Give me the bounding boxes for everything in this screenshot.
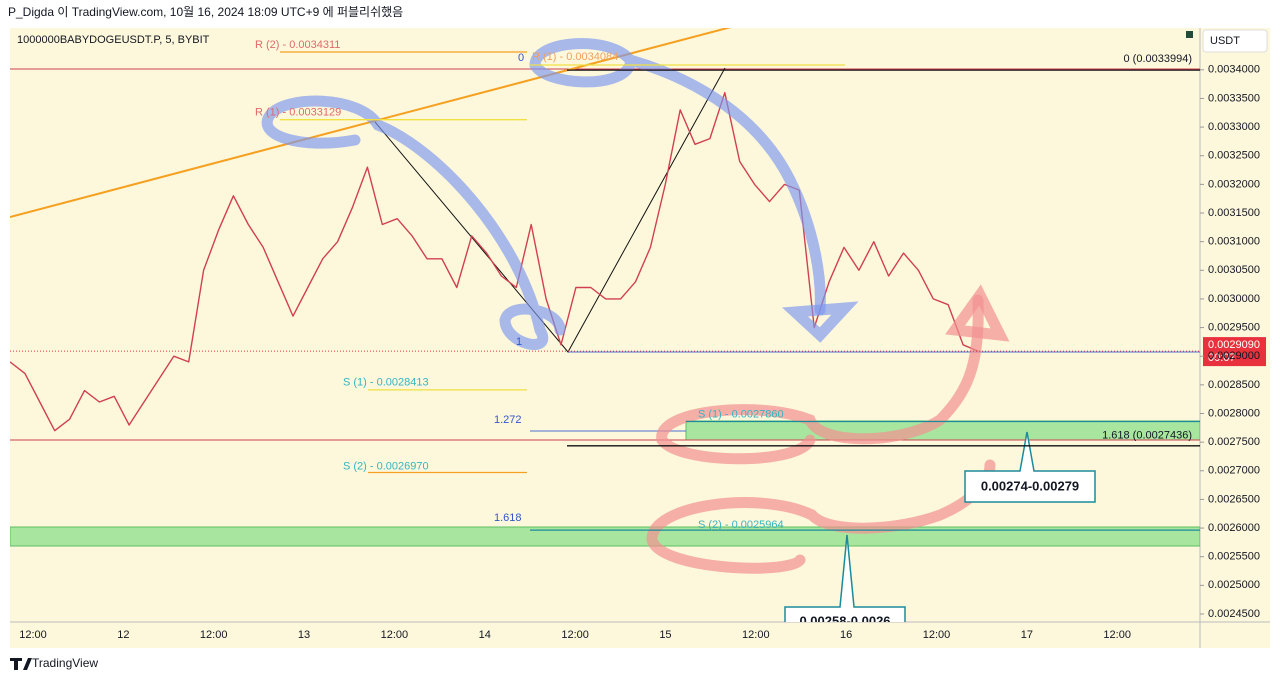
publish-header: P_Digda 이 TradingView.com, 10월 16, 2024 … [8, 5, 403, 19]
zone-label: 0.00258-0.0026 [799, 613, 890, 628]
fib-ratio: 1.618 [494, 512, 522, 524]
y-tick-label: 0.0026500 [1208, 493, 1260, 505]
x-tick-label: 17 [1021, 629, 1033, 641]
y-tick-label: 0.0031500 [1208, 207, 1260, 219]
y-tick-label: 0.0033500 [1208, 92, 1260, 104]
y-tick-label: 0.0028500 [1208, 379, 1260, 391]
level-label: S (2) - 0.0026970 [343, 460, 429, 472]
level-label: S (2) - 0.0025964 [698, 519, 784, 531]
level-label: 1.618 (0.0027436) [1102, 430, 1192, 442]
x-tick-label: 12:00 [923, 629, 951, 641]
fib-ratio: 0 [518, 52, 524, 64]
x-tick-label: 12 [117, 629, 129, 641]
y-tick-label: 0.0030000 [1208, 293, 1260, 305]
pink-arrows [646, 284, 1010, 574]
arrow [261, 95, 566, 350]
x-tick-label: 13 [298, 629, 310, 641]
y-tick-label: 0.0033000 [1208, 121, 1260, 133]
y-tick-label: 0.0034000 [1208, 64, 1260, 76]
y-tick-label: 0.0027500 [1208, 436, 1260, 448]
x-tick-label: 15 [659, 629, 671, 641]
y-tick-label: 0.0029000 [1208, 350, 1260, 362]
currency: USDT [1210, 35, 1240, 47]
zone-box [10, 526, 1200, 547]
level-label: R (1) - 0.0034084 [532, 51, 618, 63]
last-price: 0.0029090 [1208, 339, 1260, 351]
zigzag [374, 67, 726, 353]
x-tick-label: 12:00 [19, 629, 47, 641]
y-tick-label: 0.0025500 [1208, 551, 1260, 563]
y-tick-label: 0.0030500 [1208, 264, 1260, 276]
price-axis: 0.0024500 0.0025000 0.0025500 0.0026000 0.00… [1200, 64, 1260, 620]
callout-box [784, 534, 906, 622]
x-tick-label: 16 [840, 629, 852, 641]
y-tick-label: 0.0031000 [1208, 236, 1260, 248]
brand-logo [10, 658, 32, 670]
x-tick-label: 12:00 [742, 629, 770, 641]
fib-ratio: 1.272 [494, 414, 522, 426]
x-tick-label: 14 [479, 629, 491, 641]
level-label: 0 (0.0033994) [1124, 53, 1193, 65]
arrow [529, 38, 826, 316]
arrow [656, 294, 984, 465]
blue-arrows [261, 38, 859, 350]
y-tick-label: 0.0028000 [1208, 407, 1260, 419]
brand: TradingView [32, 656, 98, 670]
price-tag: 0.0029090 00:07 [1203, 337, 1266, 367]
callout-box [964, 431, 1096, 503]
level-label: R (2) - 0.0034311 [255, 39, 340, 51]
price-tag-box [1203, 337, 1266, 367]
plot-area [10, 28, 1200, 622]
fib-ratio: 1 [516, 336, 522, 348]
y-tick-label: 0.0032000 [1208, 178, 1260, 190]
x-tick-label: 12:00 [200, 629, 228, 641]
x-tick-label: 12:00 [561, 629, 589, 641]
price-line [10, 92, 979, 432]
x-tick-label: 12:00 [381, 629, 409, 641]
currency-box [1202, 29, 1268, 53]
countdown: 00:07 [1208, 352, 1236, 364]
level-label: S (1) - 0.0028413 [343, 377, 429, 389]
annotations: 0.00274-0.00279 0.00258-0.0026 0 1 1.272… [10, 38, 1200, 628]
arrow [646, 459, 996, 574]
y-tick-label: 0.0026000 [1208, 522, 1260, 534]
level-label: S (1) - 0.0027860 [698, 408, 784, 420]
time-axis: 12:00 12 12:00 13 12:00 14 12:00 15 12:00 16 12:00… [19, 629, 1131, 641]
y-tick-label: 0.0025000 [1208, 579, 1260, 591]
y-tick-label: 0.0024500 [1208, 608, 1260, 620]
status-icon [1186, 31, 1193, 38]
arrow-head [782, 301, 859, 343]
zone-label: 0.00274-0.00279 [981, 478, 1079, 493]
chart-title: 1000000BABYDOGEUSDT.P, 5, BYBIT [17, 34, 210, 46]
x-tick-label: 12:00 [1103, 629, 1131, 641]
arrow-head [945, 284, 1010, 342]
series-layer [10, 92, 979, 432]
y-tick-label: 0.0032500 [1208, 150, 1260, 162]
level-label: R (1) - 0.0033129 [255, 107, 341, 119]
time-axis-area [10, 622, 1200, 648]
y-tick-label: 0.0027000 [1208, 465, 1260, 477]
y-tick-label: 0.0029500 [1208, 321, 1260, 333]
